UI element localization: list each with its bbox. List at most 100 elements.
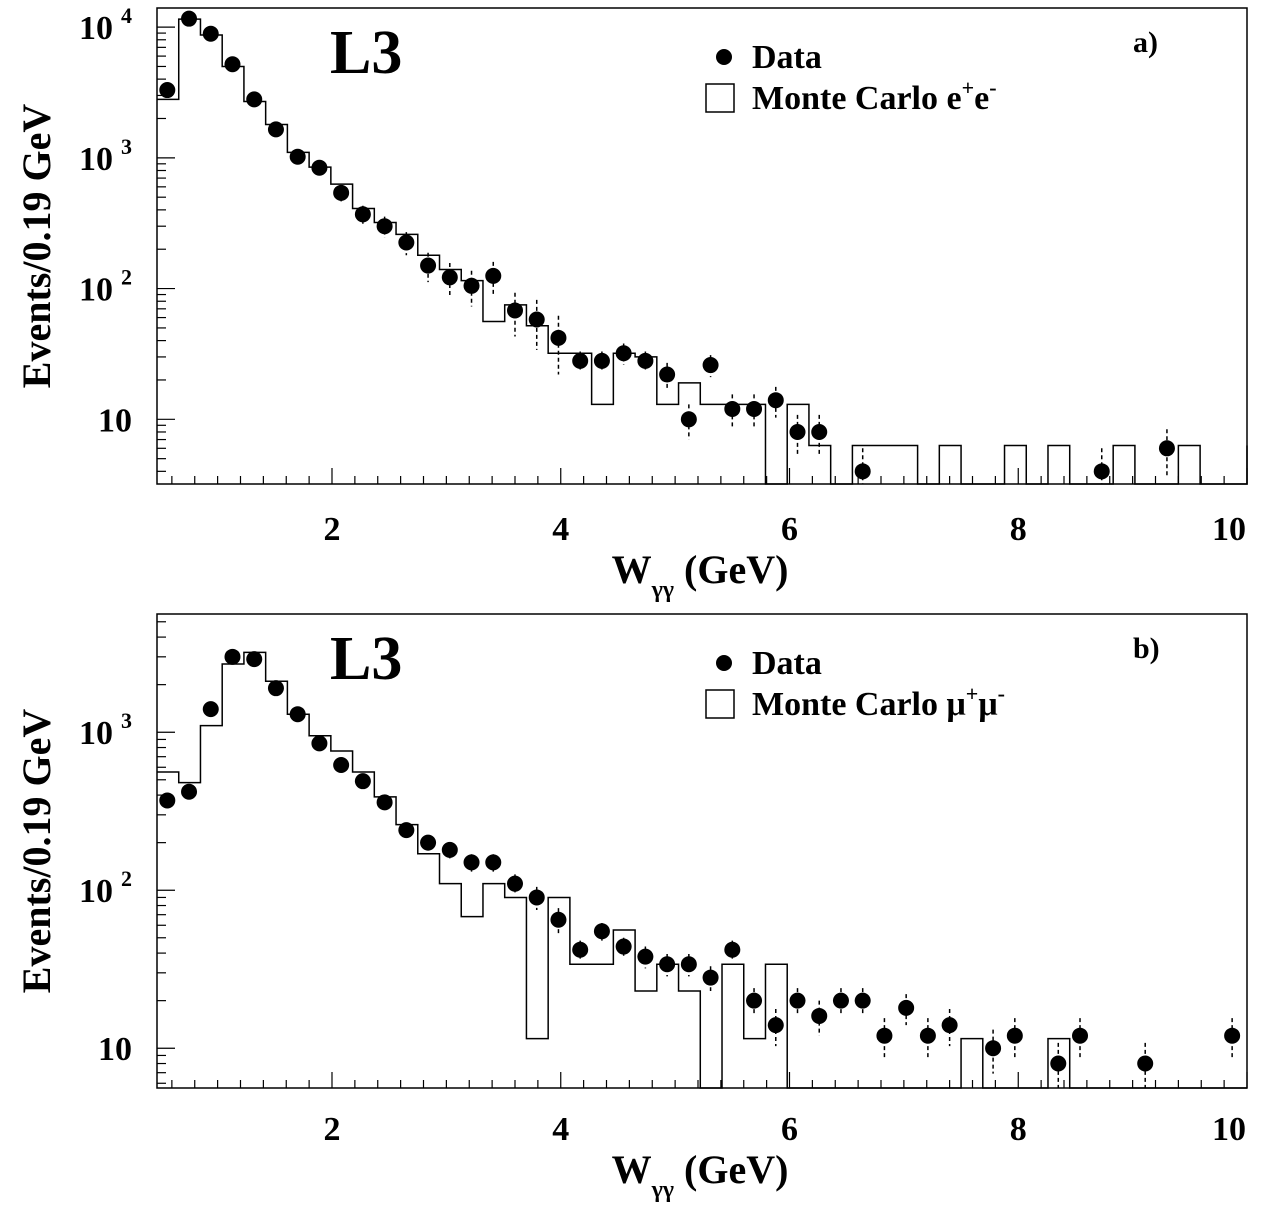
data-point <box>398 234 415 251</box>
data-point <box>789 992 806 1009</box>
data-point <box>1093 463 1110 480</box>
data-point <box>919 1027 936 1044</box>
data-point <box>246 651 263 668</box>
data-point <box>1050 1055 1067 1072</box>
y-tick-base: 10 <box>98 1031 132 1068</box>
data-point <box>659 956 676 973</box>
data-point <box>289 706 306 723</box>
data-point <box>811 1007 828 1024</box>
x-tick-label: 4 <box>552 511 569 548</box>
data-point <box>528 889 545 906</box>
x-title-subscript: γγ <box>651 577 674 603</box>
data-point <box>615 938 632 955</box>
data-point <box>398 822 415 839</box>
data-point <box>311 735 328 752</box>
data-point <box>724 941 741 958</box>
data-point <box>680 956 697 973</box>
data-point <box>680 411 697 428</box>
y-tick-exponent: 4 <box>121 3 132 28</box>
data-point <box>702 357 719 374</box>
data-point <box>159 792 176 809</box>
legend-mc-sup-minus: - <box>989 75 996 100</box>
data-point <box>420 257 437 274</box>
data-point <box>267 121 284 138</box>
x-title-subscript: γγ <box>651 1177 674 1203</box>
x-tick-label: 6 <box>781 1111 798 1148</box>
x-tick-label: 6 <box>781 511 798 548</box>
data-point <box>289 148 306 165</box>
y-tick-base: 10 <box>79 715 113 752</box>
data-point <box>311 159 328 176</box>
x-title-main: W <box>612 1147 652 1192</box>
data-point <box>615 345 632 362</box>
data-point <box>593 352 610 369</box>
legend-mc-box <box>705 689 735 719</box>
data-point <box>854 992 871 1009</box>
data-point <box>1158 440 1175 457</box>
x-tick-label: 2 <box>323 1111 340 1148</box>
data-point <box>267 680 284 697</box>
data-point <box>376 218 393 235</box>
legend-mc-particle-1: e <box>947 80 962 117</box>
plot-frame <box>156 613 1248 1089</box>
legend-data-marker <box>716 49 732 65</box>
data-point <box>702 969 719 986</box>
data-point <box>1072 1027 1089 1044</box>
legend-mc-particle-2: e <box>974 80 989 117</box>
y-tick-label: 10 2 <box>79 866 132 910</box>
legend-mc-label: Monte Carlo e+e- <box>752 75 997 117</box>
data-point <box>637 352 654 369</box>
data-point <box>832 992 849 1009</box>
data-point <box>181 783 198 800</box>
y-tick-base: 10 <box>79 873 113 910</box>
y-tick-base: 10 <box>79 10 113 47</box>
x-tick-label: 10 <box>1212 511 1246 548</box>
panel-b: 2 4 6 8 10 10 10 2 10 3 Events/0.19 GeV Wγγ (GeV) L3 b… <box>14 613 1248 1203</box>
data-point <box>767 392 784 409</box>
data-point <box>181 10 198 27</box>
data-point <box>1006 1027 1023 1044</box>
y-tick-exponent: 3 <box>121 708 132 733</box>
data-point <box>724 400 741 417</box>
data-point <box>746 400 763 417</box>
mc-histogram <box>157 18 1248 485</box>
data-point <box>485 267 502 284</box>
x-title-unit: (GeV) <box>684 547 788 592</box>
data-point <box>506 302 523 319</box>
legend-mc-label: Monte Carlo μ+μ- <box>752 681 1005 723</box>
data-point <box>876 1027 893 1044</box>
y-tick-exponent: 2 <box>121 866 132 891</box>
data-point <box>333 757 350 774</box>
data-point <box>506 875 523 892</box>
data-point <box>463 854 480 871</box>
plot-frame <box>156 7 1248 485</box>
data-point <box>941 1017 958 1034</box>
data-point <box>550 329 567 346</box>
data-point <box>159 82 176 99</box>
legend-mc-box <box>705 83 735 113</box>
legend-mc-sup-plus: + <box>966 681 979 706</box>
data-point <box>333 184 350 201</box>
data-point <box>246 91 263 108</box>
y-tick-label: 10 <box>98 1031 132 1068</box>
data-point <box>354 206 371 223</box>
y-tick-label: 10 3 <box>79 134 132 178</box>
y-tick-label: 10 2 <box>79 265 132 309</box>
x-tick-label: 10 <box>1212 1111 1246 1148</box>
data-point <box>637 948 654 965</box>
legend-mc-prefix: Monte Carlo <box>752 80 947 117</box>
legend-mc-sup-minus: - <box>998 681 1005 706</box>
y-axis-title: Events/0.19 GeV <box>14 709 59 994</box>
data-point <box>789 423 806 440</box>
panel-a: 2 4 6 8 10 10 10 2 10 3 10 4 Events/0.19 GeV Wγγ (GeV)… <box>14 3 1248 603</box>
data-point <box>441 841 458 858</box>
data-point <box>202 25 219 42</box>
y-tick-exponent: 3 <box>121 134 132 159</box>
legend-mc-prefix: Monte Carlo <box>752 686 947 723</box>
data-point <box>528 311 545 328</box>
legend-mc-particle-1: μ <box>947 686 966 723</box>
x-tick-label: 2 <box>323 511 340 548</box>
data-point <box>659 366 676 383</box>
data-point <box>550 911 567 928</box>
